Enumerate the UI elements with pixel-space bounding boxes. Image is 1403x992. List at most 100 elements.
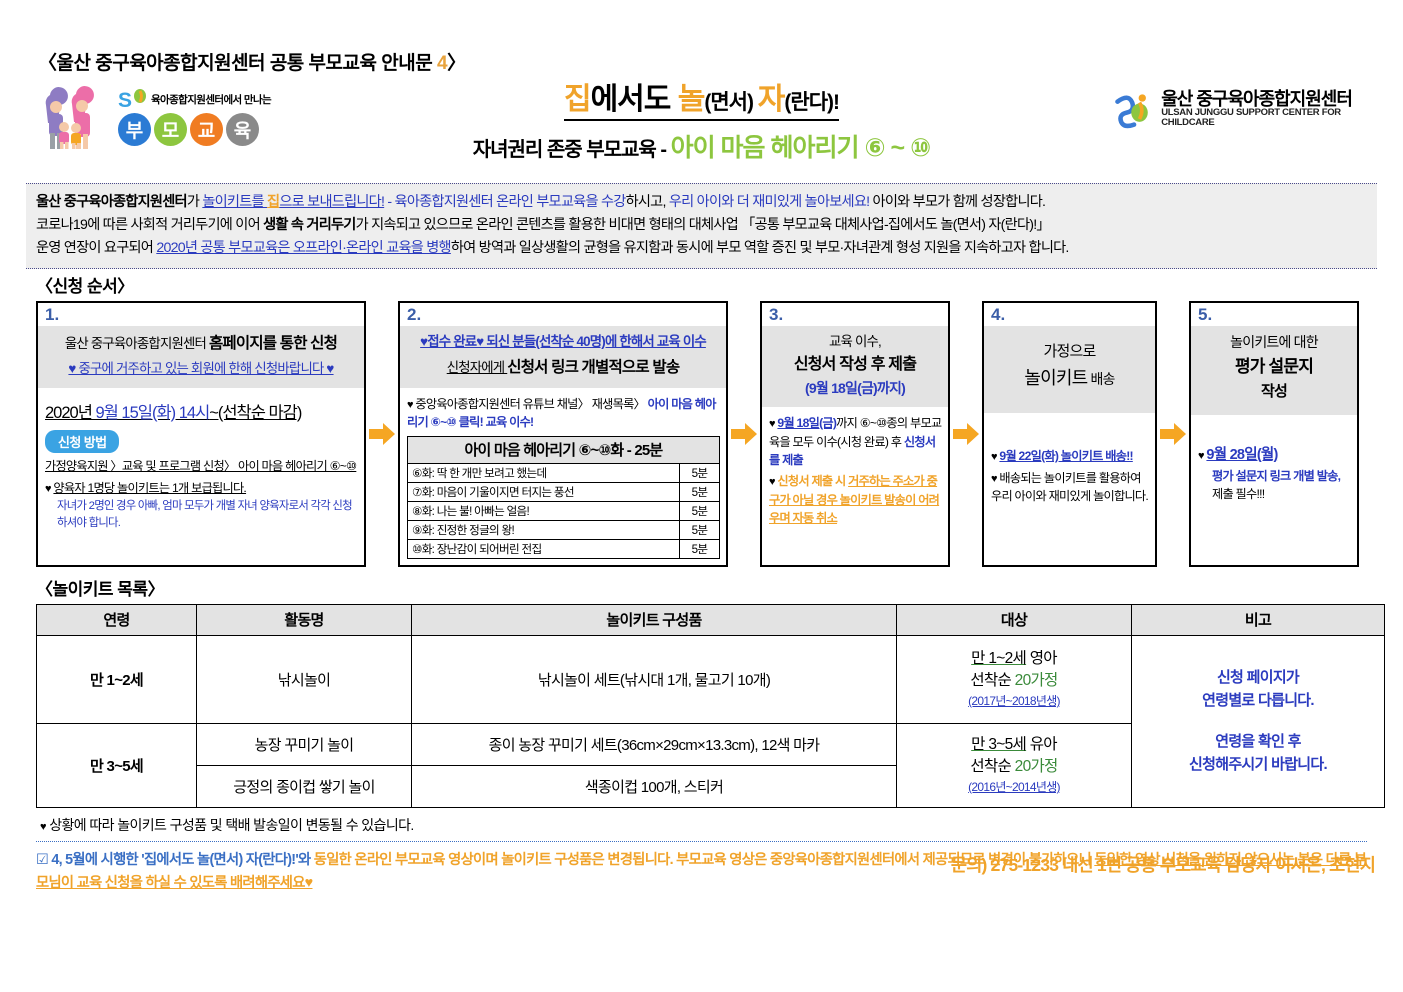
target-age-1: 만 1~2세 bbox=[971, 649, 1027, 667]
step-3-b2a: 신청서 제출 시 bbox=[777, 474, 849, 489]
episode-table: 아이 마음 헤아리기 ⑥~⑩화 - 25분 ⑥화: 딱 한 개만 보려고 했는데… bbox=[407, 435, 720, 559]
target-age-2: 만 3~5세 bbox=[971, 735, 1027, 753]
bottom-notice-b: 동일한 온라인 부모교육 영상이며 놀이키트 구성품은 변경됩니다. 부모교육 … bbox=[313, 851, 1095, 868]
step-4-head-line-1: 가정으로 bbox=[1043, 343, 1096, 360]
step-5-bullet-1: ♥ 9월 28일(월) bbox=[1198, 445, 1351, 467]
intro-l1-e: 으로 보내드립니다! bbox=[279, 194, 385, 210]
logo-circle-gyo: 교 bbox=[190, 113, 223, 146]
step-3-header: 교육 이수, 신청서 작성 후 제출 (9월 18일(금)까지) bbox=[762, 326, 948, 408]
intro-l3-c: 하여 방역과 일상생활의 균형을 유지함과 동시에 부모 역할 증진 및 부모·… bbox=[450, 240, 1070, 256]
kit-section-label: 〈놀이키트 목록〉 bbox=[36, 579, 165, 599]
step-card-4: 4. 가정으로 놀이키트 배송 ♥ 9월 22일(화) 놀이키트 배송!! ♥ … bbox=[982, 301, 1157, 567]
logo-circle-yuk: 육 bbox=[226, 113, 259, 146]
step-4-header: 가정으로 놀이키트 배송 bbox=[984, 326, 1155, 414]
cell-items-2: 종이 농장 꾸미기 세트(36cm×29cm×13.3cm), 12색 마카 bbox=[411, 722, 897, 766]
target-line-2: 선착순 20가정 bbox=[901, 756, 1127, 778]
heart-icon: ♥ bbox=[40, 820, 47, 833]
step-3-b1b: 까지 ⑥~⑩종의 부모교육을 모두 이수(시청 완료) 후 bbox=[769, 416, 942, 449]
intro-l2-a: 코로나19에 따른 사회적 거리두기에 이어 bbox=[36, 217, 264, 233]
kit-footnote: ♥ 상황에 따라 놀이키트 구성품 및 택배 발송일이 변동될 수 있습니다. bbox=[26, 808, 1377, 835]
table-row: ⑧화: 나는 불! 아빠는 얼음! 5분 bbox=[407, 500, 720, 521]
main-title-part-4: (면서) bbox=[704, 91, 758, 114]
col-header-age: 연령 bbox=[36, 603, 197, 636]
step-3-bullet-1: ♥ 9월 18일(금)까지 ⑥~⑩종의 부모교육을 모두 이수(시청 완료) 후… bbox=[769, 414, 942, 469]
bottom-notice-a: 4, 5월에 시행한 '집에서도 놀(면서) 자(란다)!'와 bbox=[51, 851, 314, 868]
logo-circle-mo: 모 bbox=[154, 113, 187, 146]
col-header-activity: 활동명 bbox=[196, 603, 412, 636]
center-logo-english: ULSAN JUNGGU SUPPORT CENTER FOR CHILDCAR… bbox=[1161, 107, 1341, 129]
playkit-table: 연령 활동명 놀이키트 구성품 대상 비고 만 1~2세 낚시놀이 낚시놀이 세… bbox=[36, 603, 1385, 808]
kit-footnote-text: 상황에 따라 놀이키트 구성품 및 택배 발송일이 변동될 수 있습니다. bbox=[49, 816, 414, 833]
intro-l1-g: 하시고, bbox=[625, 194, 669, 210]
playkit-table-header-row: 연령 활동명 놀이키트 구성품 대상 비고 bbox=[36, 603, 1385, 636]
cell-activity-1: 낚시놀이 bbox=[196, 634, 412, 724]
main-title-part-3: 놀 bbox=[677, 83, 706, 116]
heart-icon: ♥ bbox=[991, 451, 998, 464]
episode-title: ⑥화: 딱 한 개만 보려고 했는데 bbox=[407, 462, 680, 483]
center-logo-korean: 울산 중구육아종합지원센터 bbox=[1161, 88, 1353, 109]
document-header: 〈울산 중구육아종합지원센터 공통 부모교육 안내문 4〉 bbox=[26, 0, 1377, 81]
step-2-head-2b: 신청서 링크 개별적으로 발송 bbox=[507, 358, 680, 376]
cell-activity-3: 긍정의 종이컵 쌓기 놀이 bbox=[196, 764, 412, 808]
step-2-head-line-2: 신청자에게 신청서 링크 개별적으로 발송 bbox=[405, 356, 721, 380]
step-3-number: 3. bbox=[769, 305, 784, 324]
target-line-1: 만 3~5세 유아 bbox=[901, 734, 1127, 756]
step-5-b1b: 평가 설문지 링크 개별 발송, bbox=[1212, 469, 1341, 484]
step-3-body: ♥ 9월 18일(금)까지 ⑥~⑩종의 부모교육을 모두 이수(시청 완료) 후… bbox=[762, 407, 948, 564]
step-5-header: 놀이키트에 대한 평가 설문지 작성 bbox=[1191, 326, 1357, 416]
intro-l3-a: 운영 연장이 요구되어 bbox=[36, 240, 157, 256]
intro-center-name: 울산 중구육아종합지원센터 bbox=[36, 194, 188, 210]
center-s-mark-icon: S bbox=[118, 89, 146, 110]
cell-target-2: 만 3~5세 유아 선착순 20가정 (2016년~2014년생) bbox=[896, 722, 1132, 808]
arrow-4-to-5 bbox=[1157, 301, 1189, 567]
step-1-head-line-1: 울산 중구육아종합지원센터 홈페이지를 통한 신청 bbox=[43, 332, 359, 356]
step-4-head-line-2: 놀이키트 배송 bbox=[989, 365, 1150, 393]
episode-title: ⑨화: 진정한 정글의 왕! bbox=[407, 519, 680, 540]
step-4-b1: 9월 22일(화) 놀이키트 배송!! bbox=[999, 449, 1133, 464]
heart-icon: ♥ bbox=[1198, 450, 1205, 463]
jsc-logo-icon bbox=[1115, 94, 1148, 129]
episode-duration: 5분 bbox=[679, 481, 720, 502]
bottom-notice-c: 동일한 영상 시청을 원하지 않으시는 분은 다른 부모님이 교육 신청을 하실… bbox=[36, 851, 1367, 891]
step-2-head-2a: 신청자에게 bbox=[446, 359, 508, 375]
logo-circle-bu: 부 bbox=[118, 113, 151, 146]
step-5-b1c: 제출 필수!!! bbox=[1212, 487, 1265, 502]
step-3-head-line-2: 신청서 작성 후 제출 bbox=[793, 355, 917, 373]
arrow-1-to-2 bbox=[366, 301, 398, 567]
note-line-4: 신청해주시기 바랍니다. bbox=[1189, 756, 1328, 774]
step-3-head-line-1: 교육 이수, bbox=[829, 334, 882, 349]
intro-l1-c: 놀이키트를 bbox=[202, 194, 268, 210]
note-line-3: 연령을 확인 후 bbox=[1215, 733, 1301, 751]
document-header-number: 4 bbox=[436, 53, 448, 74]
sub-title: 자녀권리 존중 부모교육 - 아이 마음 헤아리기 ⑥ ~ ⑩ bbox=[291, 128, 1112, 164]
step-2-bullet-1b: 아이 마음 헤아리기 ⑥~⑩ 클릭! 교육 이수! bbox=[407, 396, 716, 430]
main-title-part-2: 에서도 bbox=[590, 83, 678, 116]
step-5-body: ♥ 9월 28일(월) 평가 설문지 링크 개별 발송, 제출 필수!!! bbox=[1191, 415, 1357, 564]
step-1-date-c: ~(선착순 마감) bbox=[209, 403, 302, 422]
intro-l1-i: 아이와 부모가 함께 성장합니다. bbox=[869, 194, 1046, 210]
step-2-number: 2. bbox=[407, 305, 422, 324]
cell-items-3: 색종이컵 100개, 스티커 bbox=[411, 764, 897, 808]
main-title: 집에서도 놀(면서) 자(란다)! bbox=[563, 83, 840, 121]
note-line-2: 연령별로 다릅니다. bbox=[1202, 691, 1314, 709]
cell-activity-2: 농장 꾸미기 놀이 bbox=[196, 722, 412, 766]
step-5-head-line-3: 작성 bbox=[1260, 383, 1288, 401]
heart-icon: ♥ bbox=[991, 472, 998, 485]
intro-line-3: 운영 연장이 요구되어 2020년 공통 부모교육은 오프라인·온라인 교육을 … bbox=[36, 237, 1367, 260]
col-header-target: 대상 bbox=[896, 603, 1132, 636]
step-1-method-badge: 신청 방법 bbox=[45, 429, 120, 453]
contact-line: 문의) 275-1233 내선 1번 공통 부모교육 담당자 이서은, 조현지 bbox=[950, 855, 1376, 875]
target-birth-years-1: (2017년~2018년생) bbox=[968, 693, 1060, 708]
table-row: ⑩화: 장난감이 되어버린 전집 5분 bbox=[407, 538, 720, 559]
col-header-items: 놀이키트 구성품 bbox=[411, 603, 897, 636]
step-1-bullet-1-main: 양육자 1명당 놀이키트는 1개 보급됩니다. bbox=[53, 481, 247, 496]
heart-icon: ♥ bbox=[45, 483, 52, 496]
step-1-head-1b: 홈페이지를 통한 신청 bbox=[208, 335, 338, 352]
episode-duration: 5분 bbox=[679, 538, 720, 559]
target-fcfs-2: 선착순 bbox=[970, 758, 1015, 776]
episode-title: ⑩화: 장난감이 되어버린 전집 bbox=[407, 538, 680, 559]
intro-l1-h: 우리 아이와 더 재미있게 놀아보세요! bbox=[668, 194, 870, 210]
table-row: ⑨화: 진정한 정글의 왕! 5분 bbox=[407, 519, 720, 540]
note-line-1: 신청 페이지가 bbox=[1216, 668, 1300, 686]
sub-title-lead: 자녀권리 존중 부모교육 - bbox=[472, 138, 671, 161]
